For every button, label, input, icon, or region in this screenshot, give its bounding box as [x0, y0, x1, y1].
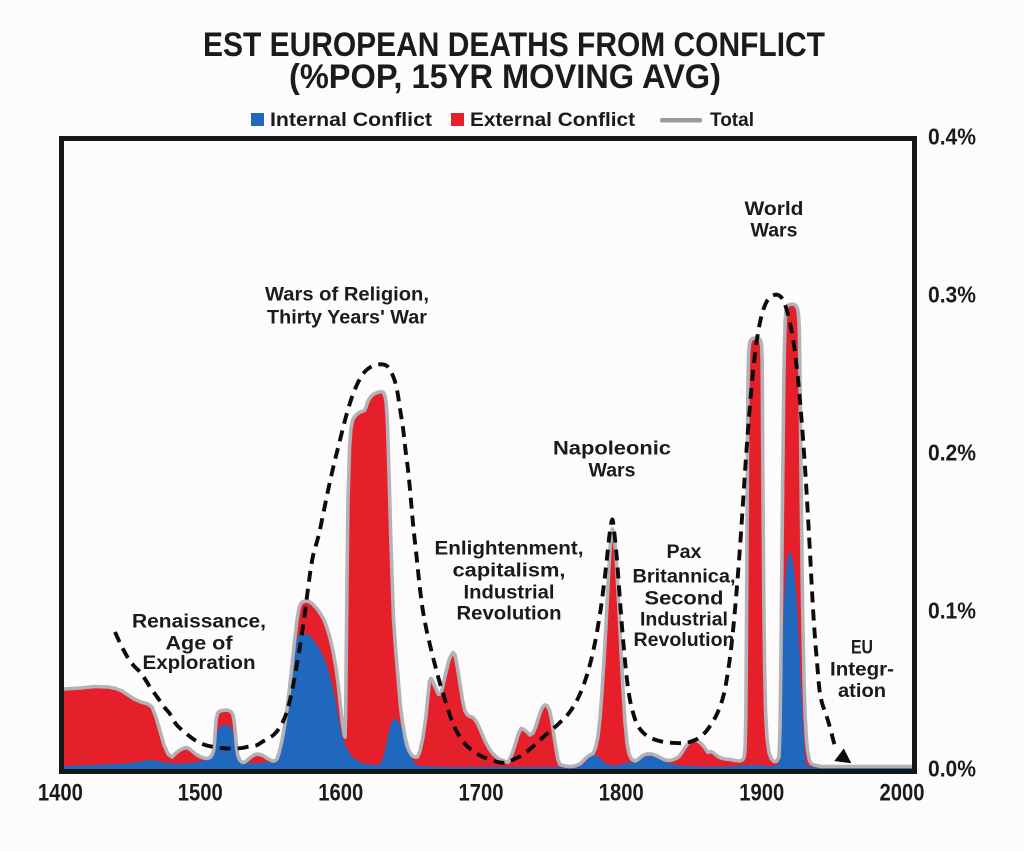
- svg-text:Thirty Years' War: Thirty Years' War: [267, 307, 427, 329]
- svg-text:Pax: Pax: [667, 541, 702, 563]
- svg-text:0.3%: 0.3%: [928, 281, 976, 307]
- svg-text:1400: 1400: [38, 780, 83, 807]
- svg-text:Renaissance,: Renaissance,: [132, 611, 266, 633]
- svg-text:External Conflict: External Conflict: [470, 109, 636, 131]
- svg-text:2000: 2000: [880, 780, 925, 807]
- svg-text:Wars of Religion,: Wars of Religion,: [265, 284, 429, 306]
- svg-text:Revolution: Revolution: [634, 629, 735, 651]
- svg-text:0.2%: 0.2%: [928, 439, 976, 465]
- svg-text:Wars: Wars: [751, 220, 798, 242]
- svg-text:1900: 1900: [739, 780, 784, 807]
- svg-text:capitalism,: capitalism,: [453, 560, 566, 582]
- svg-text:World: World: [745, 198, 804, 220]
- svg-text:Second: Second: [645, 588, 724, 610]
- svg-text:Britannica,: Britannica,: [633, 566, 736, 588]
- svg-text:ation: ation: [838, 680, 886, 702]
- svg-text:Revolution: Revolution: [457, 603, 562, 625]
- svg-text:Integr-: Integr-: [830, 659, 894, 681]
- svg-text:EU: EU: [851, 637, 873, 659]
- svg-text:Industrial: Industrial: [640, 609, 728, 631]
- svg-text:Exploration: Exploration: [143, 652, 256, 674]
- svg-text:Wars: Wars: [589, 460, 636, 482]
- svg-text:(%POP, 15YR MOVING AVG): (%POP, 15YR MOVING AVG): [289, 58, 721, 96]
- svg-text:0.1%: 0.1%: [928, 597, 976, 623]
- svg-text:Age of: Age of: [166, 633, 234, 655]
- svg-text:EST EUROPEAN DEATHS FROM CONFL: EST EUROPEAN DEATHS FROM CONFLICT: [203, 26, 825, 64]
- svg-text:1700: 1700: [459, 780, 504, 807]
- svg-text:Internal Conflict: Internal Conflict: [270, 109, 433, 131]
- svg-text:1500: 1500: [178, 780, 223, 807]
- svg-text:Industrial: Industrial: [464, 582, 555, 604]
- svg-text:0.0%: 0.0%: [928, 755, 976, 781]
- svg-text:Total: Total: [710, 109, 754, 131]
- svg-text:1800: 1800: [599, 780, 644, 807]
- svg-text:Enlightenment,: Enlightenment,: [435, 538, 584, 560]
- svg-text:0.4%: 0.4%: [928, 123, 976, 149]
- svg-text:Napoleonic: Napoleonic: [553, 438, 671, 460]
- svg-text:1600: 1600: [318, 780, 363, 807]
